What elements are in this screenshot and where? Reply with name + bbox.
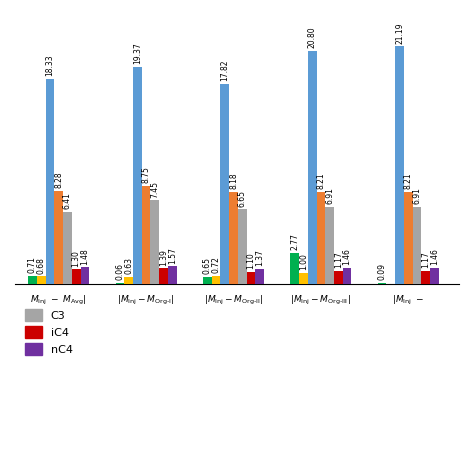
Bar [378,283,386,284]
Bar [116,283,124,284]
Text: 6.91: 6.91 [412,187,421,204]
Text: 1.17: 1.17 [334,251,343,268]
Bar [81,267,89,284]
Bar [413,207,421,284]
Text: 1.10: 1.10 [246,252,255,269]
Text: 0.65: 0.65 [203,257,212,274]
Text: 8.75: 8.75 [142,166,151,183]
Bar [150,201,159,284]
Text: 1.30: 1.30 [72,250,81,266]
Bar [430,268,439,284]
Text: 0.71: 0.71 [28,256,37,273]
Bar [334,271,343,284]
Bar [63,212,72,284]
Bar [212,276,220,284]
Bar [404,192,413,284]
Bar [308,51,317,284]
Bar [229,192,238,284]
Bar [325,207,334,284]
Text: 17.82: 17.82 [220,60,229,82]
Text: 1.17: 1.17 [421,251,430,268]
Bar [255,269,264,284]
Bar [46,79,55,284]
Bar [343,268,352,284]
Text: 7.45: 7.45 [150,181,159,198]
Bar [142,186,150,284]
Bar [168,266,177,284]
Text: 1.46: 1.46 [343,248,352,265]
Text: 8.21: 8.21 [404,173,413,189]
Bar [55,191,63,284]
Bar [395,46,404,284]
Bar [37,276,46,284]
Text: 21.19: 21.19 [395,22,404,44]
Text: 0.06: 0.06 [115,264,124,281]
Text: 8.21: 8.21 [317,173,326,189]
Text: 0.72: 0.72 [211,256,220,273]
Bar [72,269,81,284]
Text: 0.63: 0.63 [124,257,133,274]
Text: 2.77: 2.77 [290,233,299,250]
Text: 8.28: 8.28 [54,172,63,188]
Text: 18.33: 18.33 [46,54,55,76]
Text: 1.39: 1.39 [159,249,168,265]
Bar [238,210,246,284]
Bar [290,253,299,284]
Legend: C3, iC4, nC4: C3, iC4, nC4 [20,305,77,359]
Text: 0.68: 0.68 [36,256,46,273]
Text: 20.80: 20.80 [308,27,317,48]
Text: 1.46: 1.46 [430,248,439,265]
Bar [421,271,430,284]
Bar [133,67,142,284]
Text: 6.41: 6.41 [63,192,72,210]
Text: 6.91: 6.91 [325,187,334,204]
Bar [159,268,168,284]
Bar [317,192,325,284]
Bar [299,273,308,284]
Text: 0.09: 0.09 [378,263,387,280]
Bar [28,276,37,284]
Bar [124,277,133,284]
Text: 1.57: 1.57 [168,246,177,264]
Text: 19.37: 19.37 [133,42,142,64]
Bar [246,272,255,284]
Text: 8.18: 8.18 [229,173,238,190]
Text: 1.48: 1.48 [81,248,90,264]
Bar [203,277,212,284]
Text: 1.37: 1.37 [255,249,264,266]
Text: 1.00: 1.00 [299,253,308,270]
Text: 6.65: 6.65 [238,190,247,207]
Bar [220,84,229,284]
